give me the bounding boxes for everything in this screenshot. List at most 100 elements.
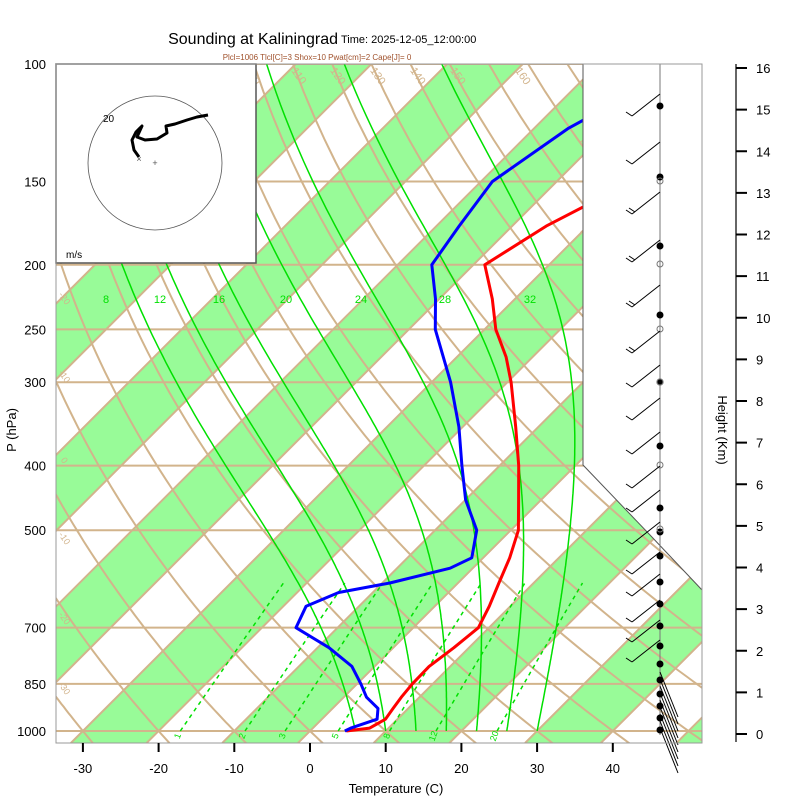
moist-adiabat-label: 12 — [154, 294, 166, 306]
dry-adiabat — [331, 64, 702, 535]
moist-adiabat-label: 20 — [280, 294, 292, 306]
wind-barb-feather — [625, 111, 633, 117]
barb-level-dot — [656, 311, 664, 319]
isotherm-line — [524, 564, 702, 743]
wind-barb — [631, 489, 661, 513]
wind-barb-feather — [625, 507, 633, 513]
barb-level-dot — [656, 552, 664, 560]
chart-title: Sounding at Kaliningrad — [168, 31, 338, 48]
mixing-ratio-line — [244, 582, 346, 732]
wind-barb — [659, 685, 679, 732]
moist-adiabat-label: 28 — [439, 294, 451, 306]
wind-barb-feather — [628, 207, 636, 213]
wind-barb — [631, 191, 661, 215]
pressure-tick-label: 700 — [24, 621, 46, 636]
wind-barb — [631, 239, 661, 263]
dry-adiabat-label: -30 — [57, 680, 73, 696]
height-tick-label: 4 — [756, 561, 763, 576]
height-tick-label: 11 — [756, 269, 770, 284]
wind-barb-feather — [625, 483, 633, 489]
isotherm-line — [221, 261, 702, 743]
temperature-curve — [346, 140, 702, 733]
isotherm-line — [56, 64, 600, 608]
height-tick-label: 7 — [756, 436, 763, 451]
moist-adiabat-label: 8 — [103, 294, 109, 306]
height-tick-label: 2 — [756, 644, 763, 659]
height-tick-label: 0 — [756, 727, 763, 742]
barb-level-dot — [656, 642, 664, 650]
wind-barb-feather — [628, 300, 636, 306]
hodograph-unit: m/s — [66, 250, 82, 261]
dry-adiabat — [213, 64, 702, 689]
wind-barb — [631, 465, 661, 489]
mixing-ratio-label: 12 — [427, 730, 440, 743]
isotherm-line — [145, 186, 702, 743]
barb-level-dot — [656, 660, 664, 668]
y-axis-label: P (hPa) — [4, 408, 19, 452]
wind-barb — [659, 692, 679, 739]
mixing-ratio-line — [496, 582, 584, 732]
moist-adiabat — [203, 64, 448, 731]
mixing-ratio-label: 2 — [237, 732, 248, 740]
isotherm-line — [56, 64, 373, 381]
moist-adiabat-label: 16 — [213, 294, 225, 306]
wind-barb-feather — [625, 591, 633, 597]
mixing-ratio-line — [435, 582, 526, 732]
barb-level-circle — [656, 378, 664, 386]
dry-adiabat-label: 140 — [407, 65, 427, 87]
dry-adiabat-label: -10 — [57, 530, 73, 546]
wind-barb — [631, 397, 661, 421]
barb-level-dot — [656, 600, 664, 608]
moist-adiabat-label: 32 — [524, 294, 536, 306]
height-tick-label: 12 — [756, 228, 770, 243]
wind-barb-feather — [625, 449, 633, 455]
mixing-ratio-label: 3 — [277, 732, 288, 740]
moist-adiabat — [71, 64, 357, 732]
pressure-tick-label: 500 — [24, 523, 46, 538]
barb-level-circle — [656, 525, 664, 533]
barb-level-dot — [656, 578, 664, 586]
wind-barb-feather — [625, 209, 633, 215]
wind-barb — [631, 284, 661, 308]
chart-indices: Plcl=1006 Tlcl[C]=3 Shox=10 Pwat[cm]=2 C… — [223, 53, 412, 62]
dry-adiabat — [56, 64, 478, 743]
x-tick-label: 10 — [378, 761, 392, 776]
isotherm-line — [56, 64, 675, 684]
sounding-curves — [294, 76, 702, 733]
y2-axis-label: Height (Km) — [715, 395, 730, 464]
barb-level-circle — [656, 260, 664, 268]
x-tick-label: -20 — [149, 761, 168, 776]
wind-barb-feather — [625, 348, 633, 354]
barb-level-dot — [656, 714, 664, 722]
height-tick-label: 16 — [756, 61, 770, 76]
moist-adiabat — [108, 64, 387, 732]
dry-adiabat — [96, 64, 555, 743]
height-tick-label: 10 — [756, 311, 770, 326]
axes: -30 -20 -10 0 10 20 30 401001502002503004005007… — [17, 57, 770, 776]
wind-barb — [631, 573, 661, 597]
barb-level-dot — [656, 504, 664, 512]
wind-barb-feather — [628, 255, 636, 261]
dewpoint-curve — [294, 76, 661, 733]
barb-level-dot — [656, 242, 664, 250]
height-tick-label: 1 — [756, 685, 763, 700]
wind-barb-feather — [625, 657, 633, 663]
barb-column-mask — [583, 64, 702, 590]
height-tick-label: 6 — [756, 477, 763, 492]
x-tick-label: 40 — [606, 761, 620, 776]
barb-level-dot — [656, 378, 664, 386]
dry-adiabat — [56, 378, 325, 743]
mixing-ratio-label: 8 — [381, 732, 392, 740]
x-axis-label: Temperature (C) — [349, 781, 444, 796]
isotherm-line — [372, 413, 702, 743]
dry-adiabat — [252, 64, 702, 637]
wind-barb — [631, 364, 661, 388]
hodograph-ring — [87, 95, 223, 231]
wind-barb — [631, 93, 661, 117]
dry-adiabat-label: 130 — [367, 65, 387, 87]
barb-level-circle — [656, 461, 664, 469]
plot-frame — [55, 63, 703, 744]
wind-barb — [631, 551, 661, 575]
height-tick-label: 9 — [756, 352, 763, 367]
